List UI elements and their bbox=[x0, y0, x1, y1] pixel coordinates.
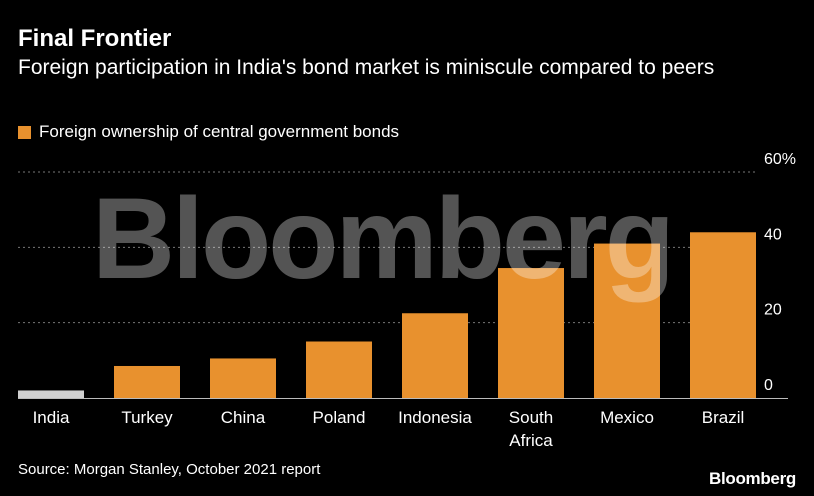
x-tick-label: Brazil bbox=[702, 408, 745, 427]
chart-subtitle: Foreign participation in India's bond ma… bbox=[18, 56, 715, 79]
x-tick-label: Indonesia bbox=[398, 408, 472, 427]
legend: Foreign ownership of central government … bbox=[18, 121, 399, 143]
y-tick-label: 60% bbox=[764, 151, 796, 168]
bar bbox=[498, 268, 564, 398]
y-tick-label: 0 bbox=[764, 377, 773, 394]
x-tick-label: India bbox=[33, 408, 70, 427]
chart-title: Final Frontier bbox=[18, 25, 172, 52]
bar bbox=[114, 365, 180, 398]
x-tick-label: Africa bbox=[509, 431, 553, 450]
y-tick-label: 20 bbox=[764, 302, 782, 319]
bar bbox=[210, 358, 276, 398]
bar bbox=[594, 243, 660, 398]
x-tick-label: Turkey bbox=[121, 408, 173, 427]
bar bbox=[306, 341, 372, 398]
legend-label: Foreign ownership of central government … bbox=[39, 122, 400, 141]
bar bbox=[690, 232, 756, 398]
x-tick-label: Poland bbox=[313, 408, 366, 427]
bloomberg-logo: Bloomberg bbox=[708, 469, 796, 488]
x-tick-label: China bbox=[221, 408, 266, 427]
x-tick-label: Mexico bbox=[600, 408, 654, 427]
source-note: Source: Morgan Stanley, October 2021 rep… bbox=[18, 461, 321, 478]
bar bbox=[18, 390, 84, 398]
bar bbox=[402, 313, 468, 398]
legend-swatch bbox=[18, 125, 31, 139]
y-tick-label: 40 bbox=[764, 226, 782, 243]
x-tick-label: South bbox=[509, 408, 553, 427]
